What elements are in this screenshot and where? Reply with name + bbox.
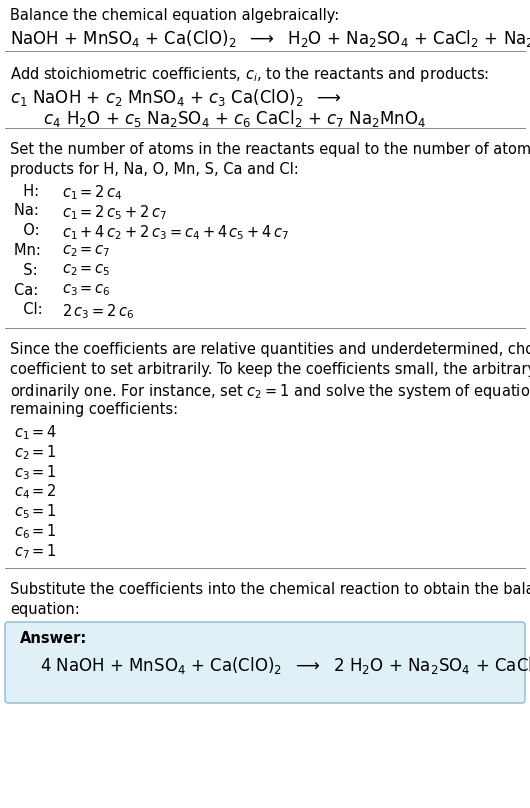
Text: $c_1$ NaOH + $c_2$ MnSO$_4$ + $c_3$ Ca(ClO)$_2$  $\longrightarrow$: $c_1$ NaOH + $c_2$ MnSO$_4$ + $c_3$ Ca(C… <box>10 86 342 107</box>
Text: $c_4$ H$_2$O + $c_5$ Na$_2$SO$_4$ + $c_6$ CaCl$_2$ + $c_7$ Na$_2$MnO$_4$: $c_4$ H$_2$O + $c_5$ Na$_2$SO$_4$ + $c_6… <box>28 108 427 129</box>
Text: $c_6 = 1$: $c_6 = 1$ <box>14 522 57 541</box>
Text: ordinarily one. For instance, set $c_2 = 1$ and solve the system of equations fo: ordinarily one. For instance, set $c_2 =… <box>10 382 530 401</box>
Text: $2\,c_3 = 2\,c_6$: $2\,c_3 = 2\,c_6$ <box>62 302 134 321</box>
Text: Add stoichiometric coefficients, $c_i$, to the reactants and products:: Add stoichiometric coefficients, $c_i$, … <box>10 65 489 84</box>
Text: $c_1 = 4$: $c_1 = 4$ <box>14 423 57 442</box>
Text: Cl:: Cl: <box>14 302 52 318</box>
Text: $c_3 = 1$: $c_3 = 1$ <box>14 463 57 482</box>
Text: products for H, Na, O, Mn, S, Ca and Cl:: products for H, Na, O, Mn, S, Ca and Cl: <box>10 162 299 177</box>
Text: $c_7 = 1$: $c_7 = 1$ <box>14 542 57 561</box>
Text: NaOH + MnSO$_4$ + Ca(ClO)$_2$  $\longrightarrow$  H$_2$O + Na$_2$SO$_4$ + CaCl$_: NaOH + MnSO$_4$ + Ca(ClO)$_2$ $\longrigh… <box>10 27 530 48</box>
Text: Na:: Na: <box>14 204 48 218</box>
Text: Balance the chemical equation algebraically:: Balance the chemical equation algebraica… <box>10 8 339 23</box>
Text: Set the number of atoms in the reactants equal to the number of atoms in the: Set the number of atoms in the reactants… <box>10 142 530 158</box>
Text: Substitute the coefficients into the chemical reaction to obtain the balanced: Substitute the coefficients into the che… <box>10 582 530 597</box>
Text: S:: S: <box>14 263 47 278</box>
Text: $c_2 = 1$: $c_2 = 1$ <box>14 443 57 461</box>
Text: coefficient to set arbitrarily. To keep the coefficients small, the arbitrary va: coefficient to set arbitrarily. To keep … <box>10 362 530 377</box>
Text: Answer:: Answer: <box>20 631 87 646</box>
Text: $c_2 = c_5$: $c_2 = c_5$ <box>62 263 111 279</box>
Text: 4 NaOH + MnSO$_4$ + Ca(ClO)$_2$  $\longrightarrow$  2 H$_2$O + Na$_2$SO$_4$ + Ca: 4 NaOH + MnSO$_4$ + Ca(ClO)$_2$ $\longri… <box>40 655 530 676</box>
Text: $c_1 = 2\,c_5 + 2\,c_7$: $c_1 = 2\,c_5 + 2\,c_7$ <box>62 204 167 222</box>
Text: equation:: equation: <box>10 602 80 617</box>
Text: Since the coefficients are relative quantities and underdetermined, choose a: Since the coefficients are relative quan… <box>10 343 530 357</box>
Text: O:: O: <box>14 223 49 238</box>
Text: $c_4 = 2$: $c_4 = 2$ <box>14 482 57 501</box>
Text: $c_2 = c_7$: $c_2 = c_7$ <box>62 243 111 259</box>
Text: $c_1 = 2\,c_4$: $c_1 = 2\,c_4$ <box>62 183 122 202</box>
Text: $c_3 = c_6$: $c_3 = c_6$ <box>62 283 111 298</box>
Text: H:: H: <box>14 183 48 199</box>
Text: Ca:: Ca: <box>14 283 48 297</box>
Text: $c_1 + 4\,c_2 + 2\,c_3 = c_4 + 4\,c_5 + 4\,c_7$: $c_1 + 4\,c_2 + 2\,c_3 = c_4 + 4\,c_5 + … <box>62 223 289 242</box>
Text: $c_5 = 1$: $c_5 = 1$ <box>14 503 57 521</box>
Text: Mn:: Mn: <box>14 243 50 258</box>
Text: remaining coefficients:: remaining coefficients: <box>10 402 178 417</box>
FancyBboxPatch shape <box>5 622 525 703</box>
